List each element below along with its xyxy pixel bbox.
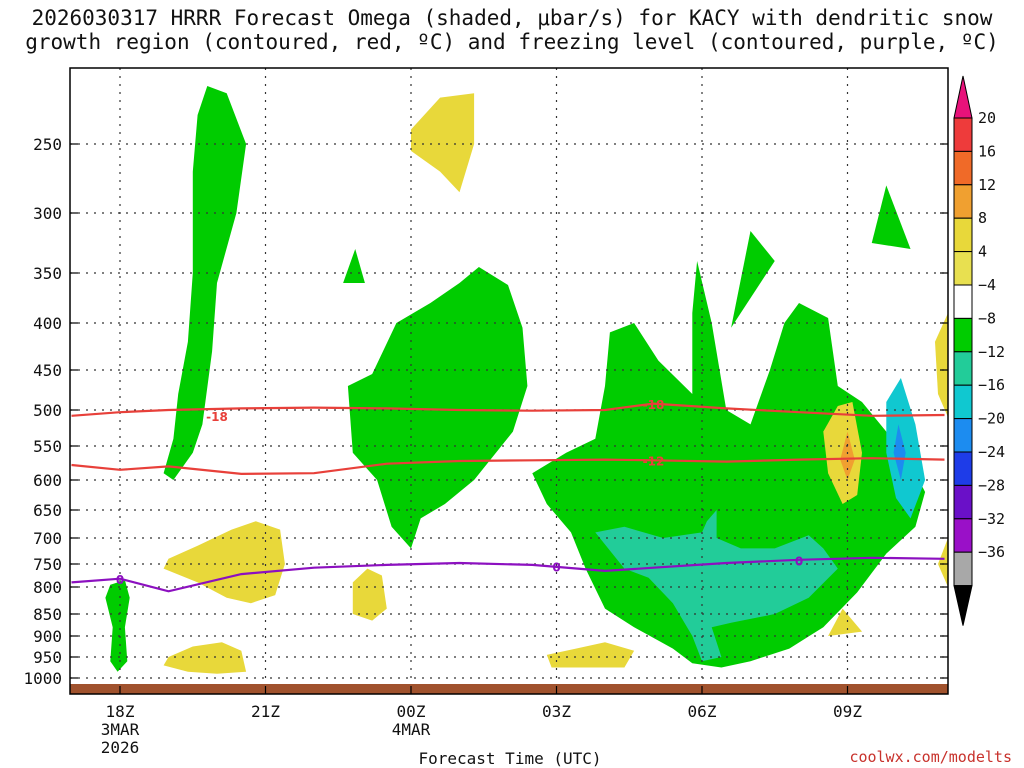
colorbar-label: −12 [978,343,1005,361]
colorbar-label: 12 [978,176,996,194]
x-tick-label: 00Z [397,702,426,721]
colorbar-segment [953,184,973,219]
colorbar-label: 16 [978,142,996,160]
colorbar-label: −20 [978,410,1005,428]
colorbar-label: 4 [978,243,987,261]
y-tick-label: 900 [33,627,62,646]
y-tick-label: 850 [33,605,62,624]
colorbar-segment [953,317,973,353]
plot-frame [69,67,949,695]
y-tick-label: 400 [33,314,62,333]
y-tick-label: 500 [33,401,62,420]
omega-shading [105,86,948,674]
colorbar-label: −24 [978,443,1005,461]
y-axis: 250 300 350 400 450 500 550 600 650 700 750 800 850 9… [23,135,948,688]
colorbar-segment [953,117,973,152]
y-tick-label: 250 [33,135,62,154]
freezing-level-label: 0 [795,554,803,568]
colorbar-segment [953,217,973,253]
omega-region [411,93,475,193]
x-tick-label: 4MAR [392,720,431,739]
x-tick-label: 18Z [106,702,135,721]
omega-region [163,521,285,604]
colorbar-label: −8 [978,309,996,327]
colorbar-segment [953,351,973,386]
omega-cell [893,424,906,480]
omega-cell-edge [935,313,948,418]
contour-lines: -18 -18 -12 0 0 0 [71,398,945,593]
x-axis-label: Forecast Time (UTC) [418,749,601,768]
omega-region [347,267,528,549]
x-tick-label: 06Z [688,702,717,721]
colorbar-label: 8 [978,209,987,227]
omega-region [163,642,247,674]
omega-region [546,642,635,668]
colorbar-label: −16 [978,376,1005,394]
colorbar-segment [953,451,973,486]
colorbar-bottom-arrow [953,585,973,626]
colorbar-label: −36 [978,543,1005,561]
y-tick-label: 550 [33,437,62,456]
colorbar-top-arrow [953,75,973,119]
y-tick-label: 600 [33,471,62,490]
omega-cell [828,608,863,636]
dgz-contour [71,457,945,476]
y-tick-label: 350 [33,264,62,283]
y-tick-label: 950 [33,648,62,667]
colorbar: 20 16 12 8 4 −4 −8 −12 −16 −20 −24 −28 −32 −36 [953,75,1005,626]
omega-cell-edge [938,538,948,587]
colorbar-label: −4 [978,276,996,294]
plot-grid [70,68,948,694]
omega-region [105,580,130,672]
y-tick-label: 800 [33,578,62,597]
colorbar-label: −28 [978,476,1005,494]
colorbar-segment [953,251,973,286]
y-tick-label: 750 [33,555,62,574]
y-tick-label: 300 [33,204,62,223]
omega-cell [343,249,365,283]
ground-strip [70,684,948,694]
omega-cell [840,431,855,480]
omega-cell [871,185,911,249]
colorbar-segment [953,384,973,420]
colorbar-segment [953,150,973,186]
omega-region [352,568,387,621]
y-tick-label: 1000 [23,669,62,688]
omega-cell [731,231,775,328]
credit-text: coolwx.com/modelts [849,748,1012,766]
x-tick-label: 3MAR [101,720,140,739]
colorbar-label: 20 [978,109,996,127]
omega-region [163,86,247,480]
colorbar-segment [953,484,973,520]
x-tick-label: 21Z [251,702,280,721]
title-line-2: growth region (contoured, red, ºC) and f… [25,30,999,54]
chart-title: 2026030317 HRRR Forecast Omega (shaded, … [0,6,1024,54]
x-tick-label: 09Z [833,702,862,721]
x-tick-label: 03Z [542,702,571,721]
omega-region [595,510,838,662]
x-tick-label: 2026 [101,738,140,757]
freezing-level-label: 0 [552,561,560,575]
colorbar-segment [953,284,973,319]
y-tick-label: 450 [33,361,62,380]
freezing-level-label: 0 [116,573,124,587]
colorbar-segment [953,551,973,587]
colorbar-segment [953,418,973,453]
y-tick-label: 650 [33,501,62,520]
freezing-level-contour [71,556,945,593]
dgz-contour-label: -18 [206,410,228,424]
dgz-contour-label: -18 [643,398,665,412]
colorbar-label: −32 [978,510,1005,528]
y-tick-label: 700 [33,529,62,548]
title-line-1: 2026030317 HRRR Forecast Omega (shaded, … [31,6,993,30]
dgz-contour-label: -12 [643,455,665,469]
omega-region [886,378,926,519]
colorbar-segment [953,518,973,553]
dgz-contour [71,402,945,417]
